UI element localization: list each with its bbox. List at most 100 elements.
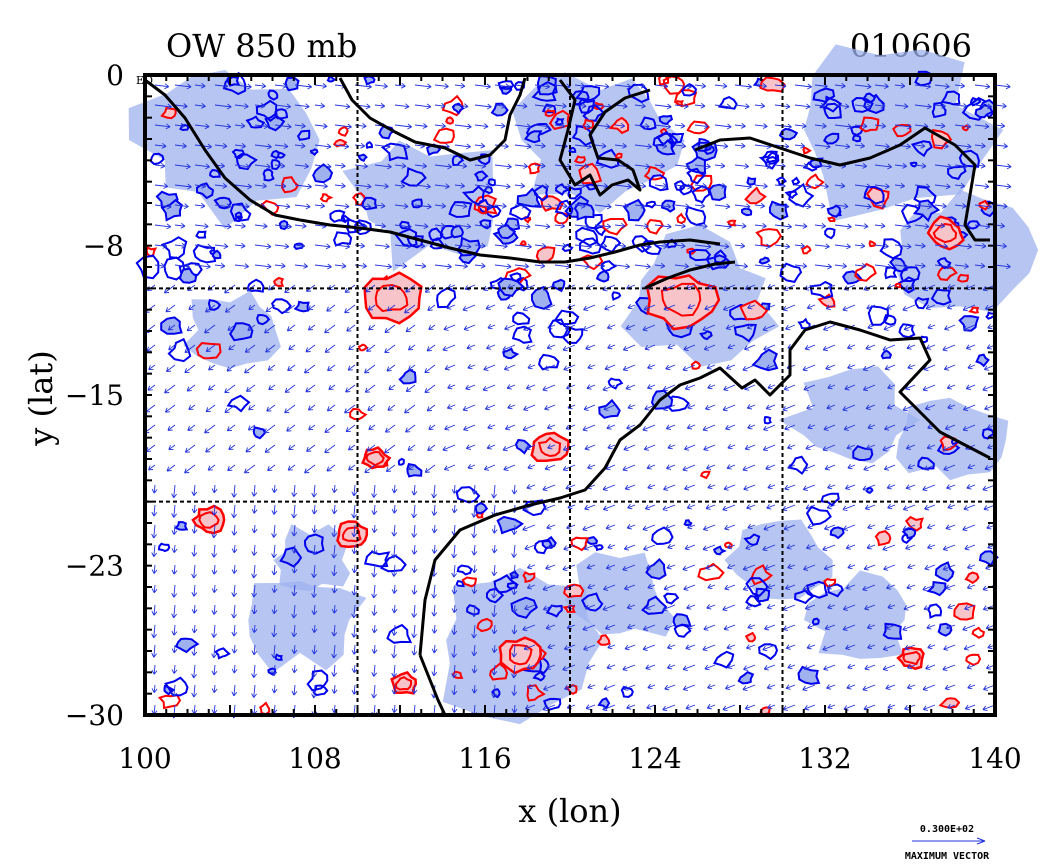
wind-vector: [431, 544, 438, 554]
negative-contour: [178, 267, 198, 284]
wind-vector: [368, 324, 376, 331]
wind-vector: [174, 122, 186, 129]
wind-vector: [943, 464, 956, 471]
negative-contour: [758, 256, 771, 265]
wind-vector: [606, 324, 616, 330]
wind-vector: [786, 544, 796, 550]
positive-contour: [195, 342, 222, 360]
wind-vector: [491, 664, 498, 676]
wind-vector: [882, 544, 896, 552]
wind-vector: [522, 304, 536, 312]
wind-vector: [634, 102, 646, 109]
wind-vector: [474, 162, 487, 169]
wind-vector: [907, 663, 916, 670]
wind-vector: [465, 444, 476, 450]
wind-vector: [271, 524, 277, 538]
wind-vector: [614, 222, 626, 229]
wind-vector: [834, 263, 847, 269]
wind-vector: [842, 504, 856, 512]
wind-vector: [151, 664, 158, 675]
wind-vector: [964, 704, 976, 711]
wind-vector: [854, 142, 865, 149]
wind-vector: [184, 464, 196, 474]
negative-contour: [758, 643, 779, 661]
wind-vector: [823, 324, 836, 332]
wind-vector: [746, 644, 756, 650]
negative-contour: [267, 89, 279, 101]
wind-vector: [907, 563, 916, 570]
wind-vector: [805, 504, 816, 510]
wind-vector: [642, 424, 656, 432]
wind-vector: [966, 664, 976, 670]
wind-vector: [154, 243, 168, 249]
negative-contour: [296, 129, 311, 141]
wind-vector: [387, 404, 396, 411]
wind-vector: [604, 364, 616, 371]
wind-vector: [823, 564, 836, 571]
wind-vector: [434, 263, 452, 270]
wind-vector: [584, 444, 596, 451]
wind-vector: [305, 344, 316, 353]
negative-contour: [763, 416, 772, 425]
wind-vector: [647, 384, 656, 390]
wind-vector: [442, 444, 456, 452]
wind-vector: [311, 664, 318, 678]
wind-vector: [254, 243, 272, 250]
wind-vector: [414, 83, 432, 90]
wind-vector: [287, 464, 296, 471]
negative-contour: [917, 456, 935, 470]
wind-vector: [725, 424, 736, 431]
wind-vector: [963, 644, 976, 651]
wind-vector: [904, 644, 916, 651]
wind-vector: [391, 664, 398, 678]
wind-vector: [211, 544, 218, 558]
wind-vector: [311, 624, 318, 633]
wind-vector: [371, 664, 378, 677]
negative-contour: [157, 542, 171, 553]
wind-vector: [654, 243, 669, 249]
origin-annotation: EQ: [136, 74, 153, 87]
wind-vector: [747, 304, 756, 310]
wind-vector: [542, 484, 556, 492]
negative-contour: [827, 583, 844, 598]
wind-vector: [894, 223, 912, 230]
wind-vector: [802, 484, 816, 491]
wind-vector: [274, 243, 290, 250]
wind-vector: [431, 524, 438, 534]
wind-vector: [706, 703, 716, 710]
wind-vector: [802, 684, 816, 692]
wind-vector: [391, 644, 397, 659]
wind-vector: [271, 644, 277, 659]
wind-vector: [745, 544, 756, 550]
wind-vector: [148, 464, 156, 471]
wind-vector: [934, 143, 949, 150]
wind-vector: [154, 262, 165, 269]
negative-contour: [737, 671, 755, 685]
wind-vector: [546, 524, 556, 530]
wind-vector: [503, 464, 516, 471]
wind-vector: [994, 143, 1008, 149]
y-tick-label: 0: [106, 59, 124, 92]
wind-vector: [654, 183, 668, 189]
wind-vector: [494, 263, 512, 270]
wind-vector: [347, 364, 356, 371]
wind-vector: [151, 624, 157, 639]
negative-contour: [622, 198, 646, 222]
positive-contour: [526, 684, 546, 702]
wind-vector: [583, 544, 596, 551]
wind-vector: [725, 324, 736, 330]
wind-vector: [866, 544, 876, 550]
wind-vector: [627, 623, 636, 630]
wind-vector: [307, 404, 316, 411]
wind-vector: [264, 424, 276, 434]
wind-vector: [705, 404, 716, 411]
wind-vector: [174, 163, 191, 170]
wind-vector: [334, 162, 346, 169]
wind-vector: [674, 163, 690, 170]
wind-vector: [371, 484, 377, 498]
wind-vector: [434, 122, 446, 129]
wind-vector: [491, 524, 498, 534]
wind-vector: [914, 83, 931, 90]
wind-vector: [214, 223, 232, 230]
negative-contour: [791, 176, 801, 186]
